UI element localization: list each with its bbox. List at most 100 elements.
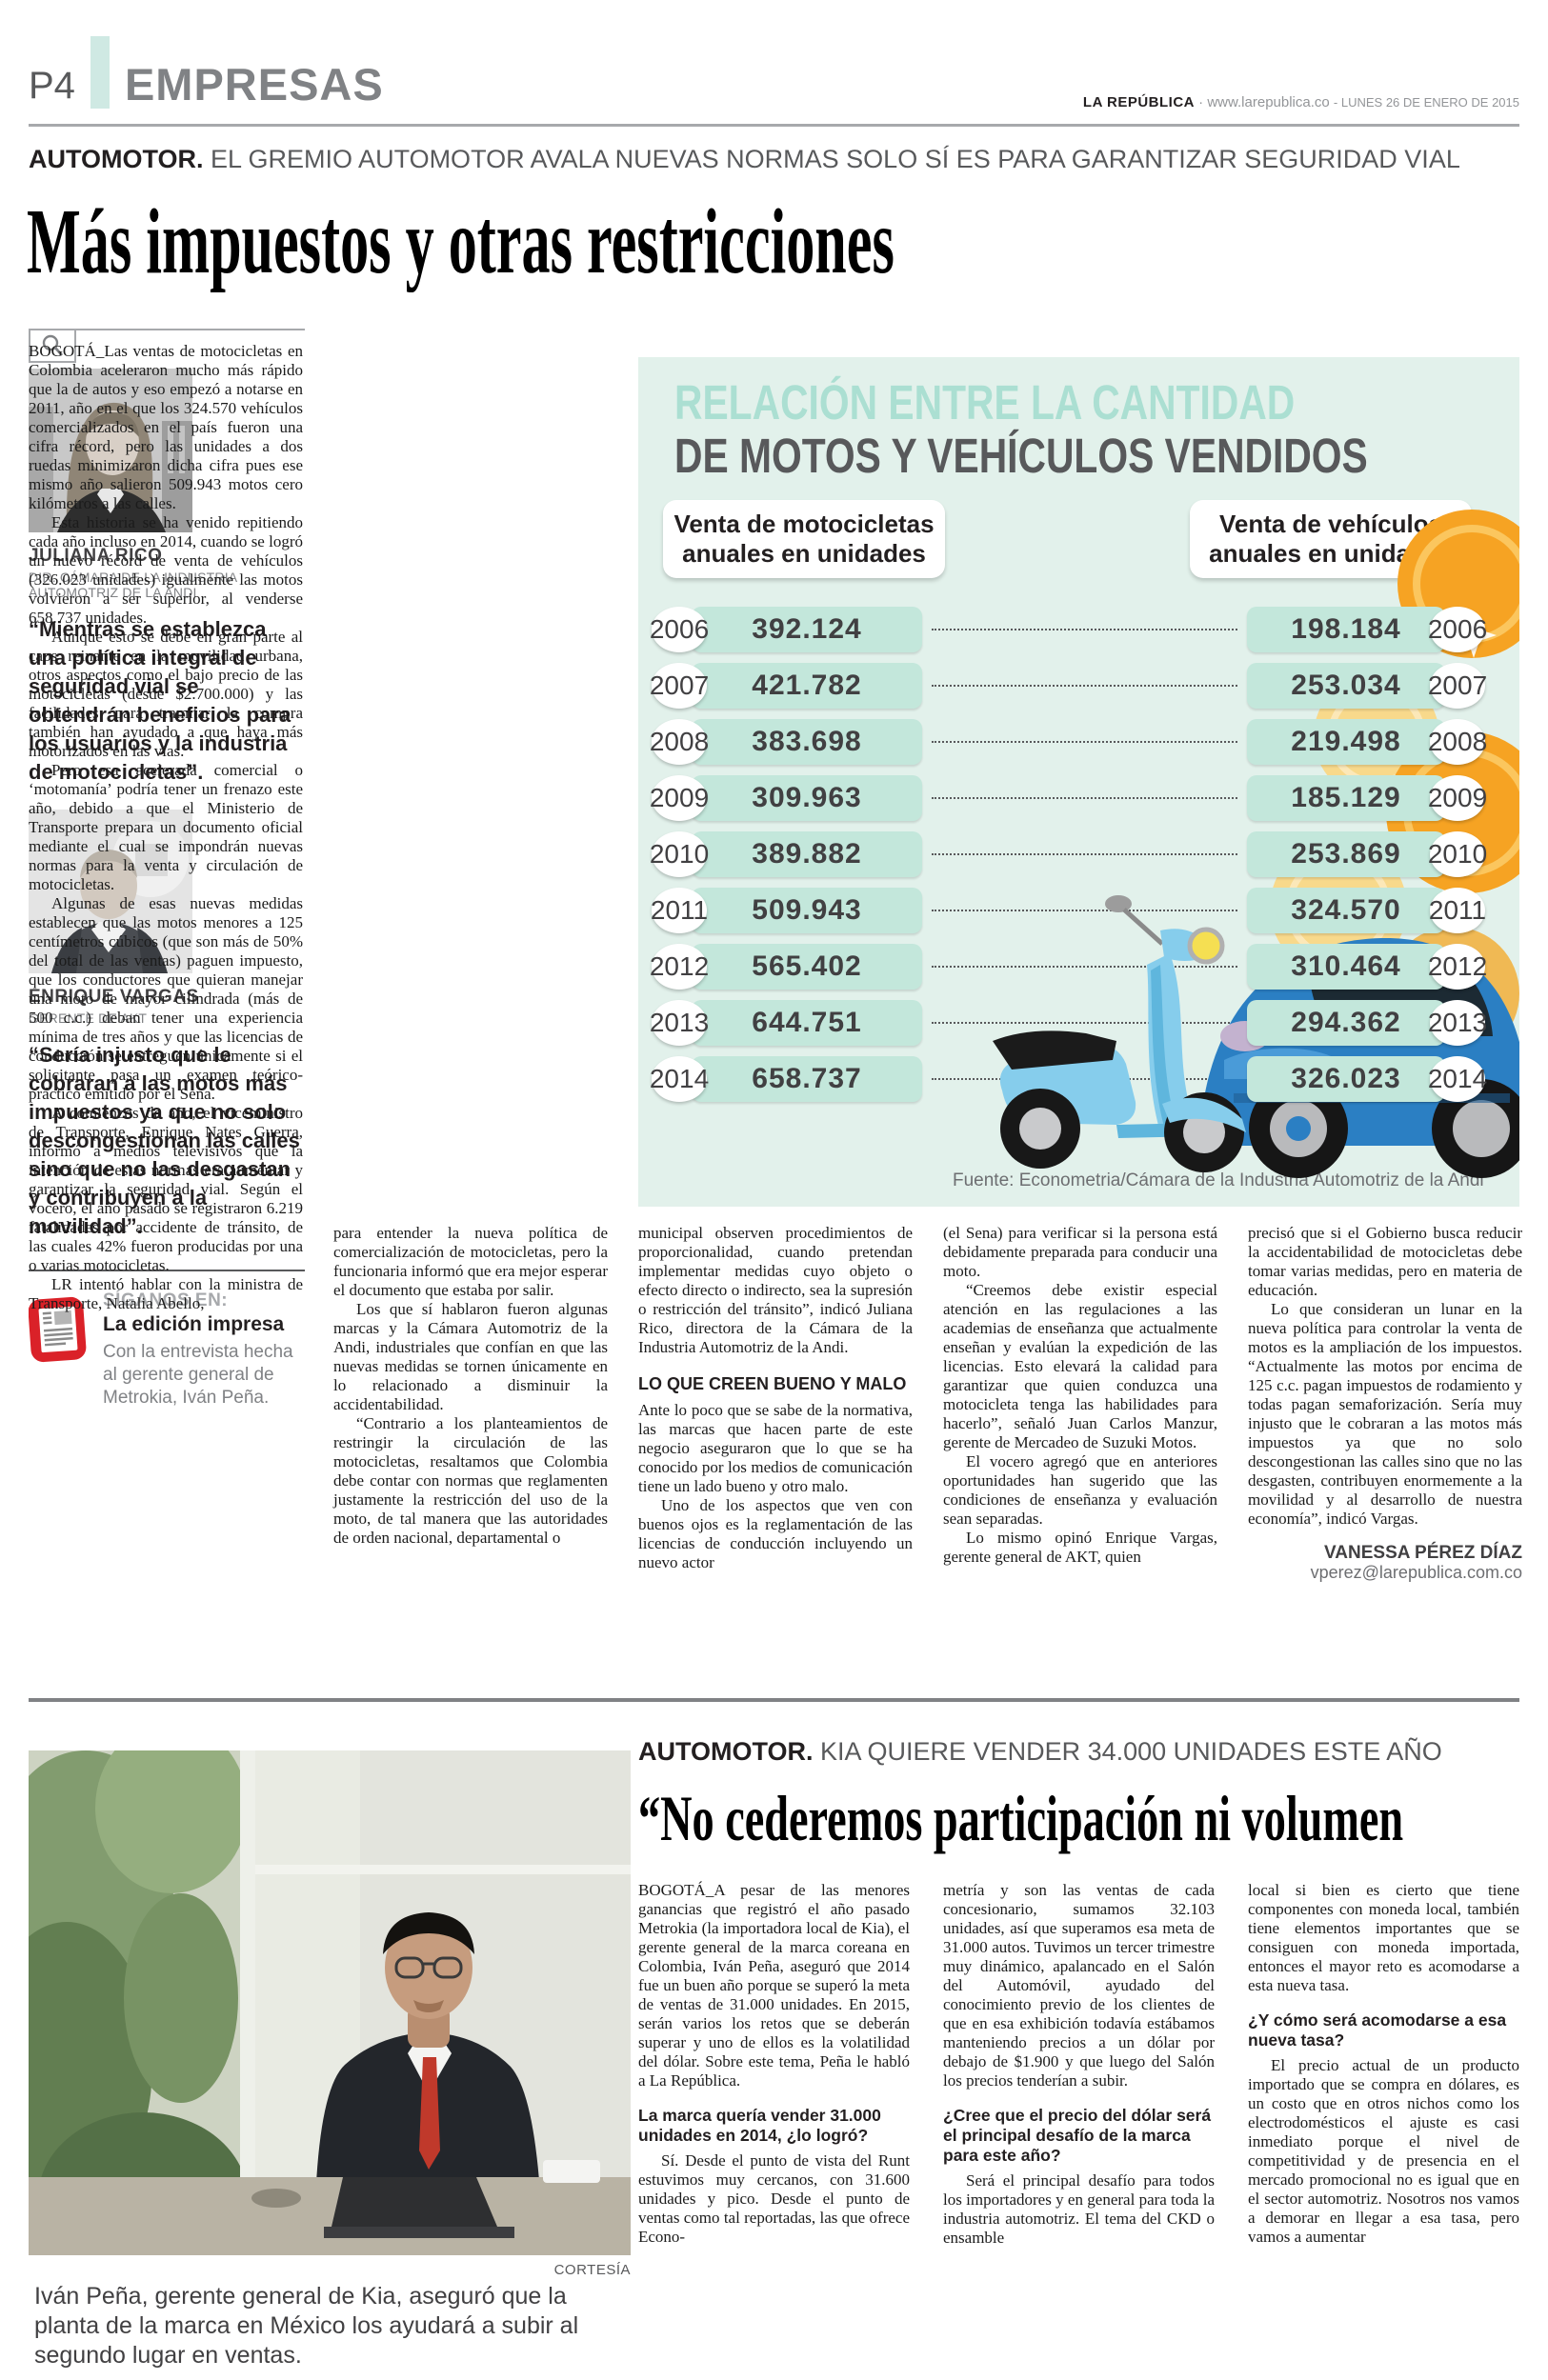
motorcycles-axis-label: Venta de motocicletas anuales en unidade… (663, 500, 945, 578)
section-accent-bar (90, 36, 110, 109)
motorcycle-sales-bar: 644.751 (692, 1000, 922, 1046)
follow-us-box: SÍGANOS EN: La edición impresa Con la en… (28, 1290, 305, 1410)
article2-column-2: metría y son las ventas de cada concesio… (943, 1881, 1215, 2248)
masthead-meta: LA REPÚBLICA · www.larepublica.co - LUNE… (1083, 94, 1519, 110)
section-title: EMPRESAS (124, 59, 384, 110)
kicker-text: KIA QUIERE VENDER 34.000 UNIDADES ESTE A… (813, 1737, 1442, 1766)
vehicle-sales-bar: 294.362 (1247, 1000, 1445, 1046)
scooter-illustration (974, 883, 1274, 1183)
motorcycle-sales-bar: 421.782 (692, 663, 922, 709)
masthead-rule (29, 124, 1519, 127)
vehicle-sales-bar: 326.023 (1247, 1056, 1445, 1102)
article1-column-5: precisó que si el Gobierno busca reducir… (1248, 1224, 1522, 1582)
year-badge-left: 2007 (650, 663, 709, 709)
paragraph: Los que sí hablaron fueron algunas marca… (333, 1300, 608, 1413)
byline-email: vperez@larepublica.com.co (1310, 1563, 1522, 1582)
paragraph: Lo mismo opinó Enrique Vargas, gerente g… (943, 1529, 1217, 1566)
kicker-text: EL GREMIO AUTOMOTOR AVALA NUEVAS NORMAS … (203, 145, 1460, 173)
paragraph: precisó que si el Gobierno busca reducir… (1248, 1224, 1522, 1299)
photo-caption: Iván Peña, gerente general de Kia, asegu… (34, 2283, 579, 2369)
paragraph: El precio actual de un producto importad… (1248, 2056, 1519, 2246)
year-badge-left: 2013 (650, 1000, 709, 1046)
chart-row: 2010 389.882 253.869 2010 (650, 831, 1487, 877)
connector-dots (932, 741, 1237, 743)
paragraph: BOGOTÁ_A pesar de las menores ganancias … (638, 1881, 910, 2090)
motorcycle-sales-bar: 392.124 (692, 607, 922, 652)
magnifier-icon (29, 329, 76, 363)
article2-column-1: BOGOTÁ_A pesar de las menores ganancias … (638, 1881, 910, 2248)
chart-rows: 2006 392.124 198.184 2006 2007 421.782 253.034… (650, 607, 1487, 1112)
article2-content: AUTOMOTOR. KIA QUIERE VENDER 34.000 UNID… (638, 1737, 1519, 2248)
year-badge-left: 2009 (650, 775, 709, 821)
interview-question: ¿Cree que el precio del dólar será el pr… (943, 2106, 1212, 2165)
paragraph: Lo que consideran un lunar en la nueva p… (1248, 1300, 1522, 1528)
infographic-title: RELACIÓN ENTRE LA CANTIDAD DE MOTOS Y VE… (674, 376, 1519, 483)
paragraph: para entender la nueva política de comer… (333, 1224, 608, 1299)
connector-dots (932, 1022, 1237, 1024)
vehicle-sales-bar: 253.869 (1247, 831, 1445, 877)
year-badge-right: 2010 (1428, 831, 1487, 877)
infographic-title-line1: RELACIÓN ENTRE LA CANTIDAD (674, 375, 1296, 430)
paragraph: local si bien es cierto que tiene compon… (1248, 1881, 1519, 1994)
connector-dots (932, 685, 1237, 687)
chart-source: Fuente: Econometria/Cámara de la Industr… (953, 1170, 1484, 1190)
connector-dots (932, 629, 1237, 630)
motorcycle-sales-bar: 389.882 (692, 831, 922, 877)
year-badge-right: 2008 (1428, 719, 1487, 765)
article1-kicker: AUTOMOTOR. EL GREMIO AUTOMOTOR AVALA NUE… (29, 145, 1460, 174)
article2-column-3: local si bien es cierto que tiene compon… (1248, 1881, 1519, 2248)
profile-enrique-vargas: ENRIQUE VARGAS GERENTE DE AKT “Sería inj… (29, 810, 305, 1241)
article1-headline: Más impuestos y otras restricciones (27, 187, 1426, 306)
article2-columns: BOGOTÁ_A pesar de las menores ganancias … (638, 1881, 1519, 2248)
byline: VANESSA PÉREZ DÍAZ (1324, 1543, 1522, 1563)
interview-question: La marca quería vender 31.000 unidades e… (638, 2106, 881, 2145)
paragraph: Uno de los aspectos que ven con buenos o… (638, 1496, 913, 1571)
infographic-title-line2: DE MOTOS Y VEHÍCULOS VENDIDOS (674, 429, 1368, 483)
headline-text: “No cederemos participación ni volumen (638, 1782, 1404, 1854)
vehicle-sales-bar: 185.129 (1247, 775, 1445, 821)
profile-quote: “Mientras se establezca una política int… (29, 617, 292, 784)
follow-us-title: La edición impresa (103, 1313, 285, 1335)
article2-headline: “No cederemos participación ni volumen (638, 1778, 1519, 1860)
paragraph: Sí. Desde el punto de vista del Runt est… (638, 2151, 910, 2246)
chart-row: 2014 658.737 326.023 2014 (650, 1056, 1487, 1102)
paragraph: (el Sena) para verificar si la persona e… (943, 1224, 1217, 1280)
column-5-paragraphs: precisó que si el Gobierno busca reducir… (1248, 1224, 1522, 1529)
paragraph: metría y son las ventas de cada concesio… (943, 1881, 1215, 2090)
headline-text: Más impuestos y otras restricciones (27, 190, 895, 292)
year-badge-left: 2011 (651, 888, 708, 933)
vehicle-sales-bar: 253.034 (1247, 663, 1445, 709)
motorcycle-sales-bar: 509.943 (692, 888, 922, 933)
marker-rule (76, 329, 305, 330)
chart-row: 2012 565.402 310.464 2012 (650, 944, 1487, 990)
vehicle-sales-bar: 219.498 (1247, 719, 1445, 765)
column-3-part-a: municipal observen procedimientos de pro… (638, 1224, 913, 1357)
follow-us-texts: SÍGANOS EN: La edición impresa Con la en… (103, 1290, 305, 1410)
vehicle-sales-bar: 310.464 (1247, 944, 1445, 990)
year-badge-left: 2008 (650, 719, 709, 765)
masthead: P4 EMPRESAS LA REPÚBLICA · www.larepubli… (29, 36, 1519, 118)
profile-juliana-rico: JULIANA RICO DIR. CÁMARA DE LA INDUSTRIA… (29, 369, 305, 787)
paragraph: “Creemos debe existir especial atención … (943, 1281, 1217, 1451)
profile-name: JULIANA RICO (29, 546, 163, 566)
article1-body: BOGOTÁ_Las ventas de motocicletas en Col… (28, 329, 1522, 1702)
article1-profiles-column: JULIANA RICO DIR. CÁMARA DE LA INDUSTRIA… (28, 329, 305, 1410)
paragraph: Será el principal desafío para todos los… (943, 2171, 1215, 2247)
year-badge-right: 2012 (1428, 944, 1487, 990)
connector-dots (932, 910, 1237, 911)
year-badge-right: 2007 (1428, 663, 1487, 709)
year-badge-left: 2010 (650, 831, 709, 877)
year-badge-left: 2014 (650, 1056, 709, 1102)
year-badge-right: 2011 (1429, 888, 1486, 933)
motorcycle-sales-bar: 309.963 (692, 775, 922, 821)
divider (29, 1270, 305, 1271)
connector-dots (932, 797, 1237, 799)
year-badge-right: 2013 (1428, 1000, 1487, 1046)
paragraph: “Contrario a los planteamientos de restr… (333, 1414, 608, 1547)
chart-row: 2011 509.943 324.570 2011 (651, 888, 1486, 933)
chart-row: 2013 644.751 294.362 2013 (650, 1000, 1487, 1046)
connector-dots (932, 853, 1237, 855)
page-number: P4 (29, 65, 75, 107)
paragraph: LR intentó hablar con la ministra de Tra… (29, 1275, 303, 1312)
year-badge-left: 2006 (650, 607, 709, 652)
